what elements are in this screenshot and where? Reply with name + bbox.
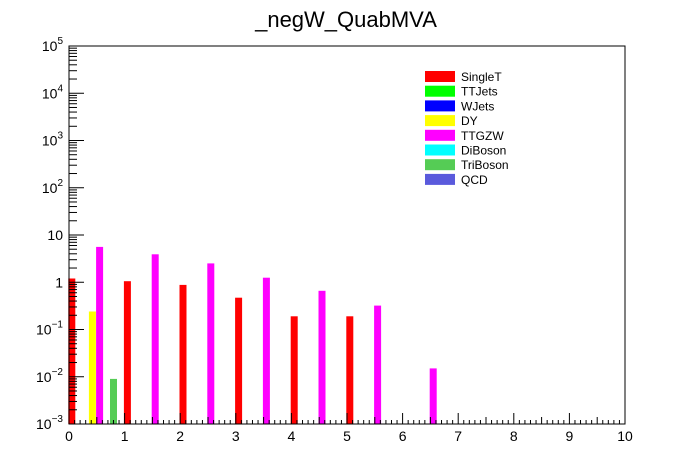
x-tick-label: 0	[65, 428, 73, 444]
y-tick-label: 10−3	[36, 414, 63, 432]
bar-ttgzw-4	[318, 290, 326, 424]
x-tick-label: 10	[617, 428, 633, 444]
y-tick-label: 102	[42, 178, 64, 196]
legend-swatch-wjets	[425, 100, 455, 112]
y-tick-label: 105	[42, 36, 64, 54]
legend-label-qcd: QCD	[461, 173, 488, 187]
x-tick-label: 1	[121, 428, 129, 444]
y-tick-label: 103	[42, 131, 64, 149]
bar-ttgzw-3	[262, 277, 270, 424]
bar-ttgzw-6	[429, 368, 437, 424]
legend-swatch-ttjets	[425, 85, 455, 97]
legend-label-diboson: DiBoson	[461, 144, 506, 158]
y-tick-label: 104	[42, 83, 64, 101]
legend-label-ttgzw: TTGZW	[461, 129, 504, 143]
bar-singlet-2	[179, 284, 187, 424]
legend-swatch-diboson	[425, 144, 455, 156]
bar-ttgzw-1	[151, 254, 159, 424]
bar-ttgzw-5	[374, 305, 382, 424]
legend-swatch-triboson	[425, 159, 455, 171]
x-tick-label: 8	[510, 428, 518, 444]
x-tick-label: 9	[566, 428, 574, 444]
x-tick-label: 4	[288, 428, 296, 444]
legend-label-dy: DY	[461, 114, 478, 128]
bar-dy-0	[88, 311, 96, 424]
bar-singlet-1	[123, 281, 131, 424]
y-tick-label: 10−1	[36, 320, 63, 338]
y-tick-label: 10	[47, 227, 63, 243]
legend: SingleTTTJetsWJetsDYTTGZWDiBosonTriBoson…	[425, 70, 509, 187]
legend-label-singlet: SingleT	[461, 70, 502, 84]
legend-swatch-singlet	[425, 71, 455, 82]
bar-singlet-0	[68, 278, 76, 424]
bar-ttgzw-0	[96, 246, 104, 424]
bar-ttgzw-2	[207, 263, 215, 424]
x-tick-label: 2	[176, 428, 184, 444]
legend-label-wjets: WJets	[461, 99, 494, 113]
bar-triboson-0	[110, 378, 117, 424]
y-tick-label: 10−2	[36, 367, 63, 385]
bar-singlet-4	[290, 316, 298, 424]
x-tick-label: 5	[343, 428, 351, 444]
bars-layer	[68, 246, 437, 424]
legend-swatch-qcd	[425, 173, 455, 185]
legend-label-triboson: TriBoson	[461, 158, 509, 172]
x-tick-label: 3	[232, 428, 240, 444]
bar-singlet-5	[346, 316, 354, 424]
legend-swatch-ttgzw	[425, 129, 455, 141]
y-tick-label: 1	[55, 274, 63, 290]
legend-swatch-dy	[425, 115, 455, 127]
x-tick-label: 7	[454, 428, 462, 444]
x-tick-label: 6	[399, 428, 407, 444]
legend-label-ttjets: TTJets	[461, 85, 498, 99]
bar-singlet-3	[235, 297, 243, 424]
chart-title: _negW_QuabMVA	[254, 7, 437, 32]
